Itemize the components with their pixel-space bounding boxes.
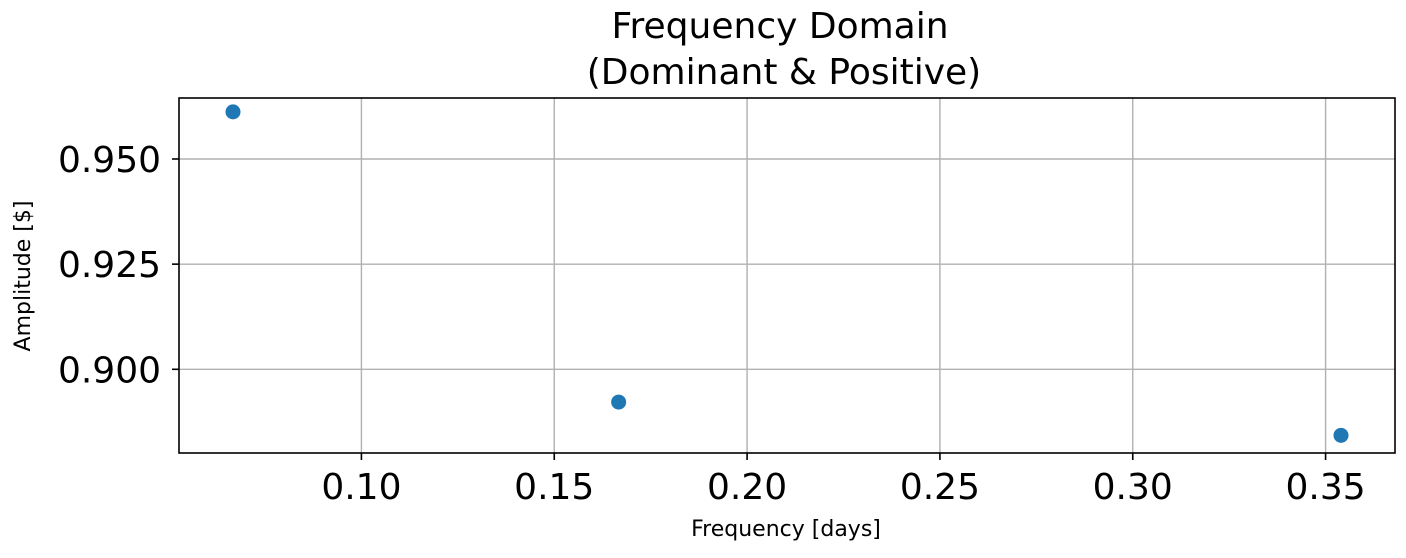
y-tick-label: 0.900	[58, 350, 161, 391]
x-tick-label: 0.20	[707, 467, 787, 508]
grid-lines	[179, 98, 1395, 453]
x-tick-label: 0.10	[321, 467, 401, 508]
data-points	[225, 104, 1349, 443]
x-tick-label: 0.35	[1286, 467, 1366, 508]
y-tick-label: 0.950	[58, 140, 161, 181]
data-point	[225, 104, 241, 120]
data-point	[611, 394, 627, 410]
x-axis-label: Frequency [days]	[691, 517, 881, 542]
axis-ticks: 0.10 0.15 0.20 0.25 0.30 0.35 0.950 0.925 0.900	[58, 140, 1366, 508]
y-tick-label: 0.925	[58, 245, 161, 286]
chart-title-line-1: Frequency Domain	[611, 6, 948, 47]
x-tick-label: 0.15	[514, 467, 594, 508]
y-axis-label: Amplitude [$]	[11, 201, 36, 352]
plot-area-frame	[178, 97, 1396, 454]
x-tick-label: 0.25	[900, 467, 980, 508]
chart-title-line-2: (Dominant & Positive)	[587, 52, 981, 93]
data-point	[1333, 427, 1349, 443]
x-tick-label: 0.30	[1093, 467, 1173, 508]
